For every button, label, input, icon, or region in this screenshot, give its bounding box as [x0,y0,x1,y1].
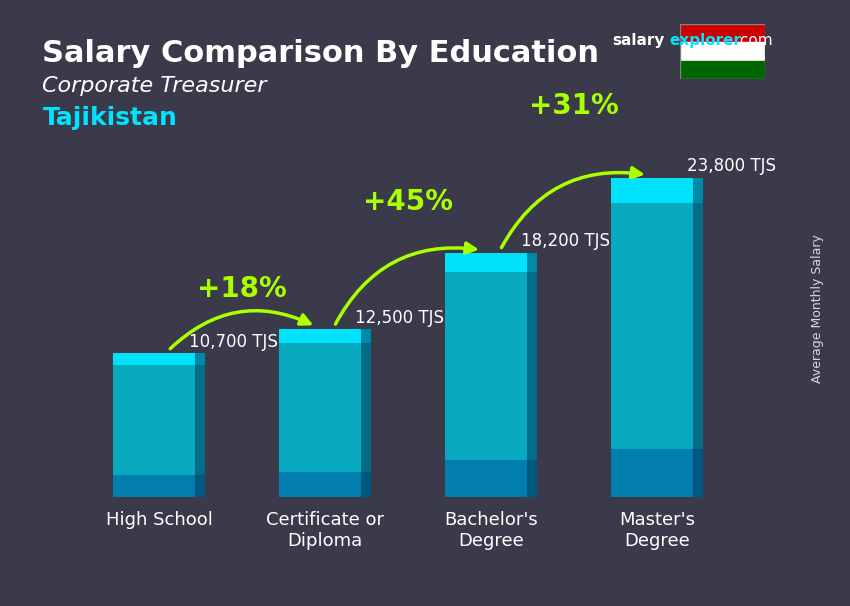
FancyArrowPatch shape [502,168,641,248]
Bar [680,24,765,42]
Text: +31%: +31% [529,93,619,121]
Bar [611,178,703,203]
Bar [680,42,765,61]
Bar [360,329,371,497]
Bar [113,475,205,497]
Bar [445,253,536,497]
Bar [693,178,703,497]
Text: +45%: +45% [363,188,453,216]
Bar [195,353,205,497]
Bar [611,178,703,497]
Text: explorer: explorer [670,33,742,48]
Bar [113,353,205,365]
Bar [611,449,703,497]
Bar [445,253,536,272]
FancyArrowPatch shape [170,311,310,348]
Bar [445,461,536,497]
Bar [280,329,371,342]
Text: Corporate Treasurer: Corporate Treasurer [42,76,267,96]
Bar [113,353,205,497]
FancyArrowPatch shape [336,243,475,324]
Bar [527,253,536,497]
Text: 18,200 TJS: 18,200 TJS [521,232,609,250]
Text: Tajikistan: Tajikistan [42,106,178,130]
Text: Average Monthly Salary: Average Monthly Salary [812,235,824,384]
Text: .com: .com [735,33,773,48]
Text: 23,800 TJS: 23,800 TJS [687,157,776,175]
Text: +18%: +18% [197,275,287,303]
Text: 12,500 TJS: 12,500 TJS [355,308,444,327]
Text: 10,700 TJS: 10,700 TJS [189,333,278,351]
Bar [280,471,371,497]
Bar [280,329,371,497]
Text: Salary Comparison By Education: Salary Comparison By Education [42,39,599,68]
Text: salary: salary [612,33,665,48]
Bar [680,61,765,79]
